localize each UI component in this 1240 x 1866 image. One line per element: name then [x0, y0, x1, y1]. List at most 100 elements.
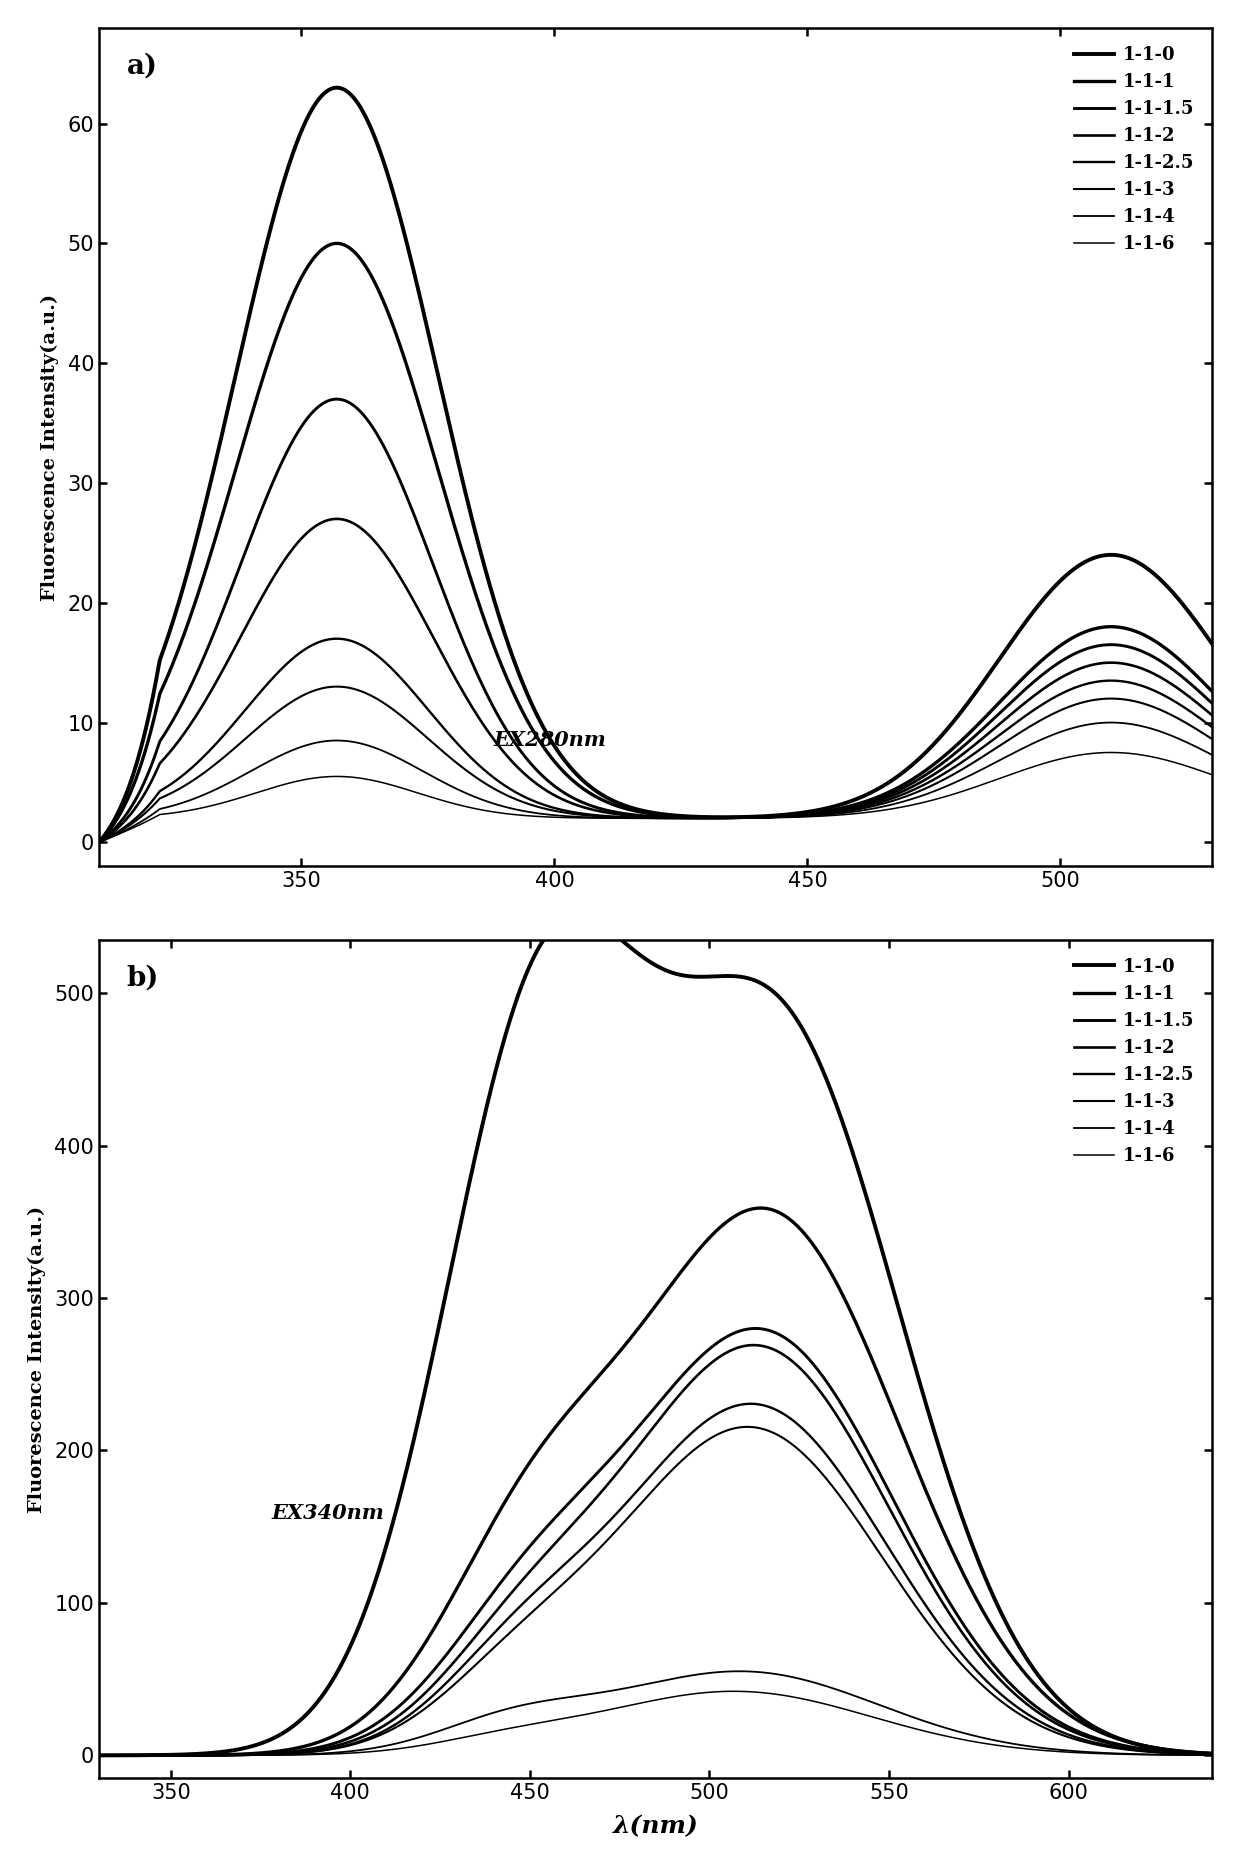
1-1-3	[92, 830, 107, 853]
1-1-2	[518, 1566, 533, 1588]
1-1-1.5	[92, 1745, 107, 1767]
1-1-1.5	[567, 1487, 582, 1510]
1-1-4	[92, 830, 107, 853]
1-1-1.5	[518, 1539, 533, 1562]
1-1-6	[567, 1706, 582, 1728]
1-1-1.5	[218, 592, 233, 614]
1-1-2.5	[518, 1590, 533, 1612]
1-1-1	[1183, 659, 1198, 681]
1-1-2	[746, 1334, 761, 1357]
Y-axis label: Fluorescence Intensity(a.u.): Fluorescence Intensity(a.u.)	[41, 293, 60, 601]
1-1-3	[330, 675, 345, 698]
1-1-2.5	[567, 1545, 582, 1567]
1-1-6	[284, 771, 299, 793]
1-1-2.5	[330, 627, 345, 649]
1-1-2	[1205, 1743, 1220, 1765]
Line: 1-1-3: 1-1-3	[99, 687, 1213, 842]
1-1-3	[1183, 715, 1198, 737]
1-1-4	[284, 1743, 299, 1765]
1-1-6	[518, 804, 533, 827]
1-1-4	[567, 1685, 582, 1707]
1-1-4	[1063, 718, 1078, 741]
Line: 1-1-3: 1-1-3	[99, 1427, 1213, 1756]
1-1-2.5	[1205, 1743, 1220, 1765]
1-1-1.5	[1205, 1743, 1220, 1765]
1-1-4	[518, 1692, 533, 1715]
1-1-3	[567, 802, 582, 825]
1-1-3	[284, 690, 299, 713]
1-1-1.5	[518, 746, 533, 769]
Text: b): b)	[126, 965, 159, 993]
Line: 1-1-4: 1-1-4	[99, 722, 1213, 842]
Legend: 1-1-0, 1-1-1, 1-1-1.5, 1-1-2, 1-1-2.5, 1-1-3, 1-1-4, 1-1-6: 1-1-0, 1-1-1, 1-1-1.5, 1-1-2, 1-1-2.5, 1…	[1065, 37, 1203, 261]
1-1-0	[92, 1745, 107, 1767]
1-1-1.5	[92, 830, 107, 853]
Y-axis label: Fluorescence Intensity(a.u.): Fluorescence Intensity(a.u.)	[27, 1205, 46, 1513]
1-1-2.5	[743, 1392, 758, 1414]
1-1-1	[518, 707, 533, 730]
1-1-2	[92, 1745, 107, 1767]
1-1-2.5	[218, 722, 233, 745]
X-axis label: λ(nm): λ(nm)	[613, 1814, 698, 1838]
1-1-3	[1064, 694, 1079, 717]
1-1-6	[218, 791, 233, 814]
1-1-2.5	[92, 830, 107, 853]
1-1-6	[284, 1743, 299, 1765]
1-1-6	[1183, 1745, 1198, 1767]
Text: EX280nm: EX280nm	[494, 730, 606, 750]
1-1-3	[218, 745, 233, 767]
1-1-6	[1183, 756, 1198, 778]
1-1-2.5	[1183, 1743, 1198, 1765]
Line: 1-1-0: 1-1-0	[99, 88, 1213, 842]
1-1-2	[1183, 1743, 1198, 1765]
1-1-1.5	[567, 787, 582, 810]
Line: 1-1-2: 1-1-2	[99, 519, 1213, 842]
1-1-0	[92, 830, 107, 853]
1-1-2.5	[284, 648, 299, 670]
1-1-2	[518, 765, 533, 787]
Line: 1-1-2: 1-1-2	[99, 1345, 1213, 1756]
1-1-2.5	[284, 1743, 299, 1765]
1-1-1.5	[284, 431, 299, 453]
1-1-0	[1064, 1700, 1079, 1722]
1-1-6	[92, 1745, 107, 1767]
1-1-2.5	[567, 801, 582, 823]
1-1-1	[518, 1457, 533, 1480]
1-1-0	[284, 146, 299, 168]
1-1-2	[1064, 1719, 1079, 1741]
1-1-1.5	[1183, 1743, 1198, 1765]
1-1-0	[1183, 603, 1198, 625]
1-1-1	[753, 1196, 768, 1218]
1-1-6	[727, 1679, 742, 1702]
1-1-0	[567, 761, 582, 784]
1-1-4	[567, 806, 582, 829]
1-1-1.5	[1205, 692, 1220, 715]
1-1-2	[330, 508, 345, 530]
1-1-1	[1183, 1741, 1198, 1763]
1-1-3	[1183, 1743, 1198, 1765]
Text: a): a)	[126, 52, 157, 80]
1-1-1	[92, 830, 107, 853]
1-1-0	[569, 905, 584, 927]
Legend: 1-1-0, 1-1-1, 1-1-1.5, 1-1-2, 1-1-2.5, 1-1-3, 1-1-4, 1-1-6: 1-1-0, 1-1-1, 1-1-1.5, 1-1-2, 1-1-2.5, 1…	[1065, 948, 1203, 1174]
1-1-2	[218, 1745, 233, 1767]
1-1-2.5	[92, 1745, 107, 1767]
1-1-2	[1205, 703, 1220, 726]
Line: 1-1-4: 1-1-4	[99, 1672, 1213, 1756]
1-1-1	[218, 1743, 233, 1765]
Line: 1-1-0: 1-1-0	[99, 916, 1213, 1756]
1-1-6	[1063, 746, 1078, 769]
1-1-3	[1064, 1726, 1079, 1748]
1-1-3	[218, 1745, 233, 1767]
1-1-1.5	[1064, 1717, 1079, 1739]
1-1-4	[1205, 745, 1220, 767]
1-1-4	[92, 1745, 107, 1767]
1-1-3	[1205, 1743, 1220, 1765]
1-1-1	[567, 771, 582, 793]
1-1-1	[1064, 627, 1079, 649]
1-1-4	[732, 1661, 746, 1683]
1-1-1.5	[218, 1745, 233, 1767]
Line: 1-1-1.5: 1-1-1.5	[99, 1329, 1213, 1756]
Line: 1-1-1: 1-1-1	[99, 243, 1213, 842]
1-1-2.5	[518, 786, 533, 808]
